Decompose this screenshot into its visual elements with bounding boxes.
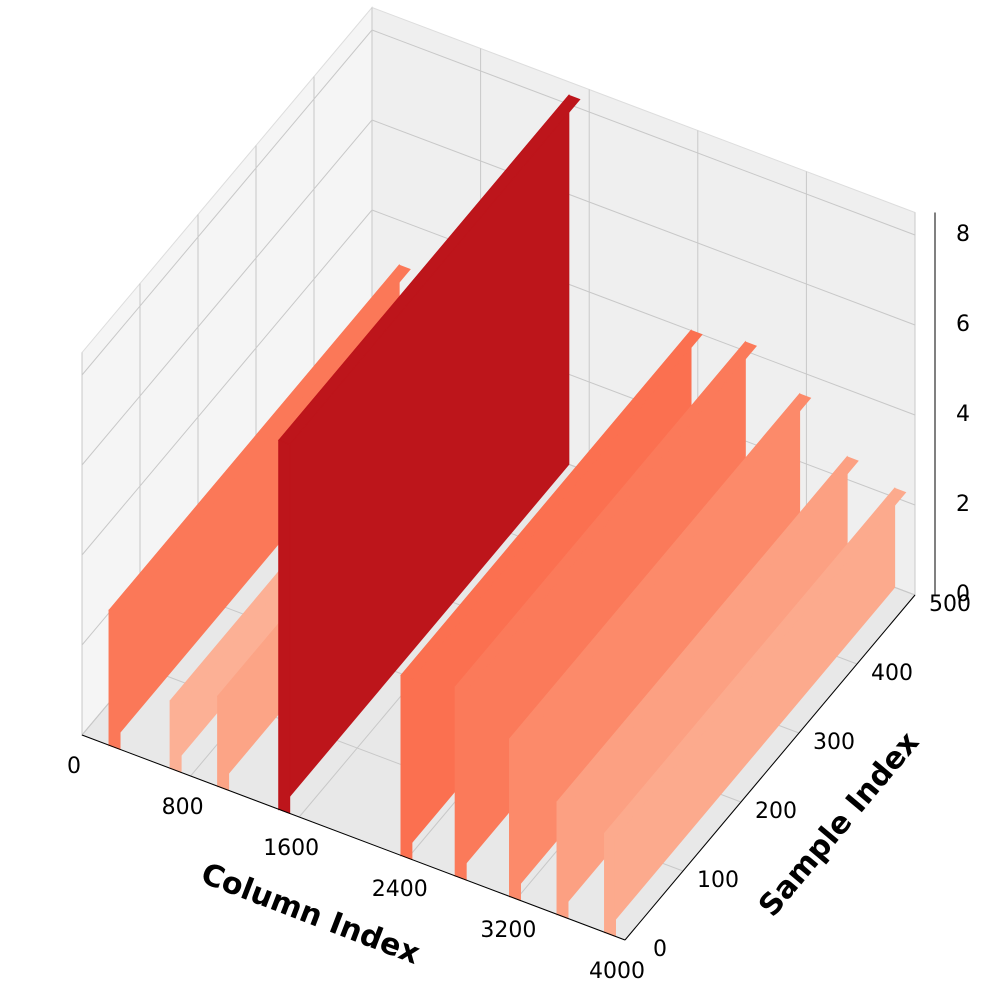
y-tick-label: 300 bbox=[813, 730, 855, 755]
ridge bbox=[278, 93, 581, 815]
ridge-face bbox=[556, 801, 569, 920]
z-tick-label: 4 bbox=[956, 402, 970, 427]
ridge-face bbox=[604, 832, 616, 938]
ridge-face bbox=[278, 439, 291, 815]
ridge bbox=[603, 486, 907, 938]
x-tick-label: 4000 bbox=[589, 959, 645, 984]
x-tick-label: 1600 bbox=[263, 836, 319, 861]
y-tick-label: 200 bbox=[755, 799, 797, 824]
ridge-face bbox=[400, 674, 413, 861]
y-axis-line bbox=[624, 594, 916, 941]
x-tick-label: 0 bbox=[67, 754, 81, 779]
ridge-face bbox=[169, 700, 182, 774]
ridge bbox=[508, 392, 812, 902]
grid-line bbox=[81, 29, 916, 376]
y-tick-label: 500 bbox=[929, 592, 971, 617]
x-tick-label: 2400 bbox=[372, 877, 428, 902]
x-tick-label: 800 bbox=[162, 795, 204, 820]
y-tick-label: 100 bbox=[697, 868, 739, 893]
z-tick-label: 6 bbox=[956, 312, 970, 337]
grid-line bbox=[81, 209, 916, 556]
z-tick-label: 8 bbox=[956, 222, 970, 247]
x-axis-label: Column Index bbox=[196, 856, 424, 971]
ridge-face bbox=[108, 609, 121, 751]
y-tick-label: 0 bbox=[653, 937, 667, 962]
grid-line bbox=[81, 119, 916, 466]
ridge-face bbox=[509, 738, 521, 902]
x-tick-label: 3200 bbox=[480, 918, 536, 943]
x-axis-line bbox=[81, 734, 626, 941]
y-tick-label: 400 bbox=[871, 661, 913, 686]
ridge-face bbox=[217, 695, 230, 792]
ridge-face bbox=[454, 686, 467, 881]
z-tick-label: 2 bbox=[956, 492, 970, 517]
z-tick-label: 0 bbox=[956, 582, 970, 607]
